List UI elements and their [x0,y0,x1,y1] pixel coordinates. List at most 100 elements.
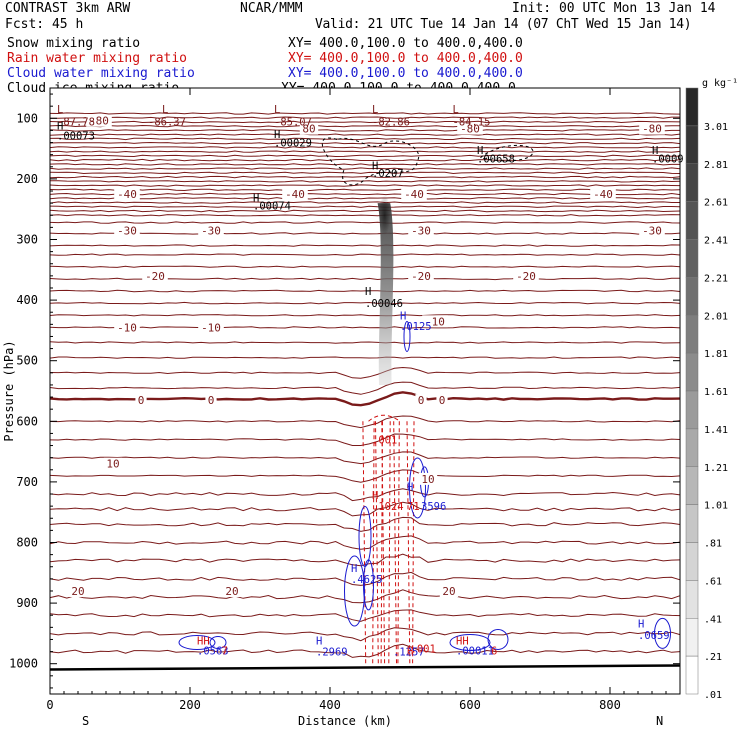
extremum-label: H [638,619,644,631]
extremum-label: H [365,286,371,298]
extremum-label: .0009 [652,153,684,165]
isotherm-line [49,146,681,149]
isotherm-line [49,501,681,517]
y-axis-title: Pressure (hPa) [2,340,16,441]
isotherm-label-bg [103,457,123,470]
extremum-label: H [407,482,413,494]
extremum-label: 71 [407,501,420,513]
colorbar-tick-label: .21 [704,652,722,663]
colorbar-tick-label: .41 [704,614,722,625]
colorbar-tick-label: 2.81 [704,160,728,171]
colorbar-segment [685,239,699,278]
colorbar-segment [685,655,699,695]
x-tick-label: 800 [599,698,621,712]
isotherm-line [49,326,681,329]
isotherm-label-bg [282,188,308,201]
isotherm-label: -80 [460,123,480,136]
y-tick-label: 500 [16,354,38,368]
y-tick-label: 300 [16,233,38,247]
extremum-label: L [453,104,459,116]
colorbar-segment [685,125,699,164]
isotherm-label: -20 [145,270,165,283]
rain-water-contour [406,421,415,664]
isotherm-label-bg [408,269,434,282]
isotherm-line [49,415,681,429]
isotherm-line [49,129,680,132]
isotherm-label-bg [205,394,217,407]
isotherm-label-bg [513,269,539,282]
isotherm-label: -30 [411,224,431,237]
field-xy-snow: XY= 400.0,100.0 to 400.0,400.0 [288,36,523,51]
y-tick-label: 800 [16,536,38,550]
extremum-label: -85.07 [274,116,312,128]
isotherm-label: -80 [89,115,109,128]
extremum-label: H [372,161,378,173]
extremum-label: .00073 [57,130,95,142]
isotherm-label: -20 [411,270,431,283]
extremum-label: .2969 [316,647,348,659]
extremum-label: .00074 [253,201,291,213]
field-xy-rain: XY= 400.0,100.0 to 400.0,400.0 [288,51,523,66]
isotherm-line [49,643,681,658]
isotherm-line [49,163,680,166]
isotherm-label-bg [142,269,168,282]
isotherm-label-bg [114,224,140,237]
cloud-water-contour [487,628,509,650]
isotherm-label-bg [415,394,427,407]
isotherm-label: -80 [642,123,662,136]
isotherm-label: -40 [404,188,424,201]
forecast-hour: Fcst: 45 h [5,17,84,32]
isotherm-label-bg [439,584,459,597]
isotherm-line [49,265,681,268]
colorbar-tick-label: 2.21 [704,273,728,284]
isotherm-line [49,535,681,550]
colorbar-tick-label: 1.61 [704,387,728,398]
isotherm-label: 80 [302,123,315,136]
extremum-label: H [274,129,280,141]
colorbar-tick-label: 1.01 [704,501,728,512]
cloud-water-contour [449,633,491,651]
isotherm-label: 20 [71,585,84,598]
cloud-water-contour [344,555,365,627]
isotherm-label: 20 [225,585,238,598]
rain-water-contour [381,421,391,664]
isotherm-label-bg [401,188,427,201]
extremum-label: L [57,104,63,116]
isotherm-line [49,381,681,395]
rain-water-contour [368,414,401,422]
x-tick-label: 200 [179,698,201,712]
isotherm-label-bg [418,472,438,485]
cloud-water-contour [403,320,411,352]
isotherm-line [49,451,681,465]
cloud-water-contour [363,559,374,611]
extremum-label: .00011 [456,645,494,657]
institution: NCAR/MMM [240,1,303,16]
axes: 0 200 400 600 800100200300400500600700800900… [2,87,681,728]
colorbar-tick-label: 1.81 [704,349,728,360]
extremum-label: H [253,193,259,205]
colorbar-segment [685,163,699,202]
cloud-water-contour [654,617,671,649]
extremum-label: H [316,636,322,648]
extremum-label: .00046 [365,298,403,310]
isotherm-line [49,391,681,407]
colorbar-segment [685,428,699,467]
extremum-label: .0659 [638,630,670,642]
isotherm-line [49,221,681,224]
isotherm-label-bg [135,394,147,407]
y-tick-label: 100 [16,111,38,125]
extremum-label: 7 [222,645,228,657]
isotherm-line [49,137,681,141]
isotherm-line [49,341,681,344]
isotherm-label: -10 [425,315,445,328]
isotherm-line [49,188,681,192]
x-tick-label: 600 [459,698,481,712]
isotherm-line [49,205,681,209]
extremum-label: .00029 [274,138,312,150]
isotherm-line [49,154,681,158]
extremum-label: .0125 [400,321,432,333]
isotherm-line [49,171,681,175]
valid-time: Valid: 21 UTC Tue 14 Jan 14 (07 ChT Wed … [315,17,692,32]
isotherm-line [49,175,681,179]
colorbar-segment [685,390,699,430]
